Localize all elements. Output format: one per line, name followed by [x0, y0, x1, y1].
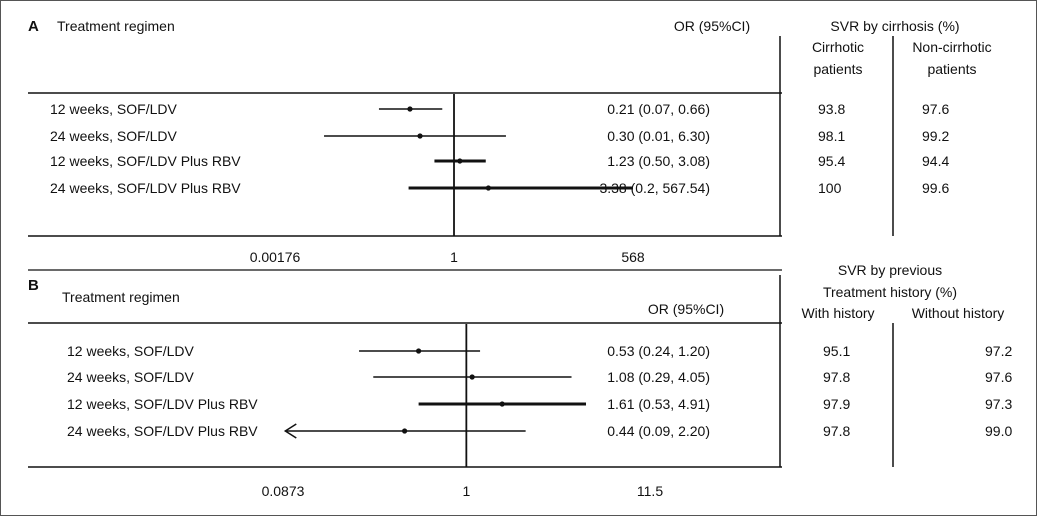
svr-value: 95.1	[823, 343, 850, 359]
point-estimate	[417, 133, 423, 139]
row-label: 12 weeks, SOF/LDV	[50, 101, 177, 117]
panel-label: B	[28, 277, 39, 294]
row-label: 24 weeks, SOF/LDV	[50, 128, 177, 144]
svr-value: 93.8	[818, 101, 845, 117]
panel-label: A	[28, 18, 39, 35]
row-label: 12 weeks, SOF/LDV	[67, 343, 194, 359]
point-estimate	[469, 374, 475, 380]
or-value: 0.30 (0.01, 6.30)	[607, 128, 710, 144]
svr-value: 97.8	[823, 369, 850, 385]
column-header: With history	[801, 305, 874, 321]
row-label: 24 weeks, SOF/LDV Plus RBV	[50, 180, 241, 196]
group-header: SVR by cirrhosis (%)	[830, 18, 959, 34]
or-value: 0.53 (0.24, 1.20)	[607, 343, 710, 359]
row-label: 24 weeks, SOF/LDV Plus RBV	[67, 423, 258, 439]
row-label: 24 weeks, SOF/LDV	[67, 369, 194, 385]
svr-value: 99.6	[922, 180, 949, 196]
column-header: Non-cirrhotic	[912, 39, 991, 55]
x-tick-label: 1	[450, 249, 458, 265]
svr-value: 97.9	[823, 396, 850, 412]
row-label: 12 weeks, SOF/LDV Plus RBV	[50, 153, 241, 169]
svr-value: 97.6	[922, 101, 949, 117]
row-header: Treatment regimen	[57, 18, 175, 34]
x-tick-label: 11.5	[637, 483, 663, 499]
or-value: 0.21 (0.07, 0.66)	[607, 101, 710, 117]
row-header: Treatment regimen	[62, 289, 180, 305]
group-header: SVR by previous	[838, 262, 942, 278]
panel-a: A Treatment regimen OR (95%CI) SVR by cirrh…	[28, 18, 992, 265]
group-header: Treatment history (%)	[823, 284, 957, 300]
svr-value: 98.1	[818, 128, 845, 144]
svr-value: 97.2	[985, 343, 1012, 359]
x-tick-label: 1	[462, 483, 470, 499]
or-value: 1.61 (0.53, 4.91)	[607, 396, 710, 412]
svr-value: 97.8	[823, 423, 850, 439]
svr-value: 97.3	[985, 396, 1012, 412]
row-label: 12 weeks, SOF/LDV Plus RBV	[67, 396, 258, 412]
column-header: Without history	[912, 305, 1005, 321]
svr-value: 97.6	[985, 369, 1012, 385]
svr-value: 100	[818, 180, 842, 196]
x-tick-label: 0.0873	[262, 483, 305, 499]
or-value: 3.38 (0.2, 567.54)	[599, 180, 710, 196]
or-column-header: OR (95%CI)	[648, 301, 724, 317]
or-value: 1.23 (0.50, 3.08)	[607, 153, 710, 169]
ci-arrow-left	[283, 423, 297, 439]
or-value: 1.08 (0.29, 4.05)	[607, 369, 710, 385]
x-tick-label: 0.00176	[250, 249, 301, 265]
point-estimate	[499, 401, 505, 407]
point-estimate	[457, 158, 463, 164]
point-estimate	[485, 185, 491, 191]
or-column-header: OR (95%CI)	[674, 18, 750, 34]
svr-value: 99.0	[985, 423, 1012, 439]
svr-value: 94.4	[922, 153, 949, 169]
svr-value: 99.2	[922, 128, 949, 144]
point-estimate	[416, 348, 422, 354]
panel-b: B Treatment regimen OR (95%CI) SVR by previ…	[28, 262, 1012, 499]
or-value: 0.44 (0.09, 2.20)	[607, 423, 710, 439]
point-estimate	[402, 428, 408, 434]
svr-value: 95.4	[818, 153, 845, 169]
column-header: patients	[813, 61, 862, 77]
point-estimate	[407, 106, 413, 112]
x-tick-label: 568	[621, 249, 645, 265]
column-header: Cirrhotic	[812, 39, 864, 55]
column-header: patients	[927, 61, 976, 77]
